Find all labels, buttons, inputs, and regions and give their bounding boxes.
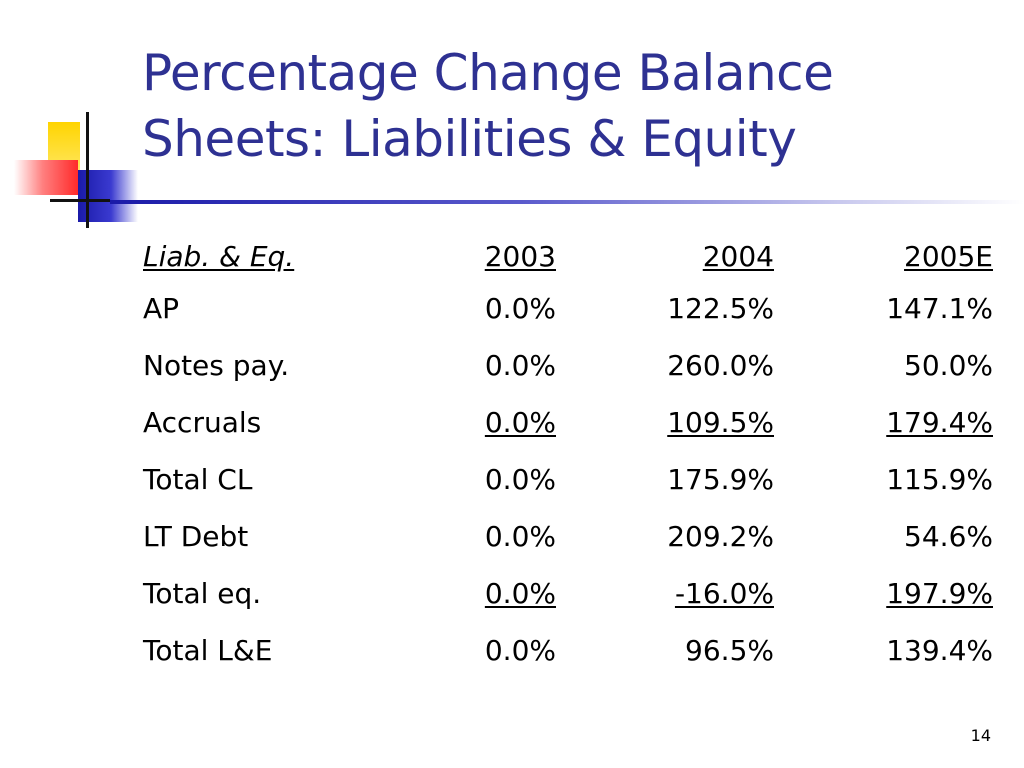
percentage-change-table: Liab. & Eq. 2003 2004 2005E AP 0.0% 122.… bbox=[143, 232, 993, 679]
row-label: Total L&E bbox=[143, 634, 273, 667]
slide-title-line-2: Sheets: Liabilities & Equity bbox=[142, 110, 797, 168]
slide-title-line-1: Percentage Change Balance bbox=[142, 44, 834, 102]
slide-title: Percentage Change Balance Sheets: Liabil… bbox=[142, 40, 1002, 172]
row-label: Total CL bbox=[143, 463, 253, 496]
cell-2003: 0.0% bbox=[423, 394, 556, 451]
header-2004: 2004 bbox=[702, 239, 774, 273]
cell-2003-value: 0.0% bbox=[484, 577, 556, 610]
cell-2004: -16.0% bbox=[556, 565, 774, 622]
row-label: AP bbox=[143, 292, 180, 325]
cell-2004: 175.9% bbox=[667, 463, 774, 496]
cell-2003: 0.0% bbox=[484, 520, 556, 553]
cell-2004: 122.5% bbox=[667, 292, 774, 325]
logo-horizontal-line bbox=[50, 199, 110, 202]
header-2003-cell: 2003 bbox=[423, 232, 556, 280]
cell-2004: 260.0% bbox=[667, 349, 774, 382]
cell-2005e: 54.6% bbox=[904, 520, 993, 553]
cell-2004-value: 109.5% bbox=[667, 406, 774, 439]
cell-2004-value: -16.0% bbox=[674, 577, 774, 610]
row-label: Notes pay. bbox=[143, 349, 290, 382]
row-label: Accruals bbox=[143, 406, 262, 439]
cell-2003: 0.0% bbox=[484, 634, 556, 667]
header-2004-cell: 2004 bbox=[556, 232, 774, 280]
table-row-total-cl: Total CL 0.0% 175.9% 115.9% bbox=[143, 451, 993, 508]
cell-2003: 0.0% bbox=[484, 292, 556, 325]
cell-2005e: 197.9% bbox=[774, 565, 993, 622]
header-2003: 2003 bbox=[484, 239, 556, 273]
cell-2005e-value: 197.9% bbox=[886, 577, 993, 610]
cell-2005e: 139.4% bbox=[886, 634, 993, 667]
row-label: Total eq. bbox=[143, 577, 262, 610]
cell-2005e: 179.4% bbox=[774, 394, 993, 451]
logo-vertical-line bbox=[86, 112, 89, 228]
table-row-total-eq: Total eq. 0.0% -16.0% 197.9% bbox=[143, 565, 993, 622]
table-row-accruals: Accruals 0.0% 109.5% 179.4% bbox=[143, 394, 993, 451]
cell-2005e-value: 179.4% bbox=[886, 406, 993, 439]
corner-logo-graphic bbox=[0, 0, 140, 240]
header-2005e-cell: 2005E bbox=[774, 232, 993, 280]
cell-2004: 209.2% bbox=[667, 520, 774, 553]
cell-2003: 0.0% bbox=[423, 565, 556, 622]
row-label: LT Debt bbox=[143, 520, 249, 553]
table-row-total-le: Total L&E 0.0% 96.5% 139.4% bbox=[143, 622, 993, 679]
page-number: 14 bbox=[970, 726, 991, 745]
table-header-row: Liab. & Eq. 2003 2004 2005E bbox=[143, 232, 993, 280]
cell-2003: 0.0% bbox=[484, 463, 556, 496]
cell-2005e: 50.0% bbox=[904, 349, 993, 382]
logo-red-square bbox=[14, 160, 78, 195]
cell-2003: 0.0% bbox=[484, 349, 556, 382]
cell-2004: 96.5% bbox=[685, 634, 774, 667]
cell-2004: 109.5% bbox=[556, 394, 774, 451]
table-row-lt-debt: LT Debt 0.0% 209.2% 54.6% bbox=[143, 508, 993, 565]
header-2005e: 2005E bbox=[904, 239, 993, 273]
cell-2003-value: 0.0% bbox=[484, 406, 556, 439]
title-underline-rule bbox=[110, 200, 1024, 204]
table-row-ap: AP 0.0% 122.5% 147.1% bbox=[143, 280, 993, 337]
header-label-cell: Liab. & Eq. bbox=[143, 232, 423, 280]
cell-2005e: 147.1% bbox=[886, 292, 993, 325]
cell-2005e: 115.9% bbox=[886, 463, 993, 496]
header-label: Liab. & Eq. bbox=[143, 239, 295, 273]
table-row-notes-pay: Notes pay. 0.0% 260.0% 50.0% bbox=[143, 337, 993, 394]
